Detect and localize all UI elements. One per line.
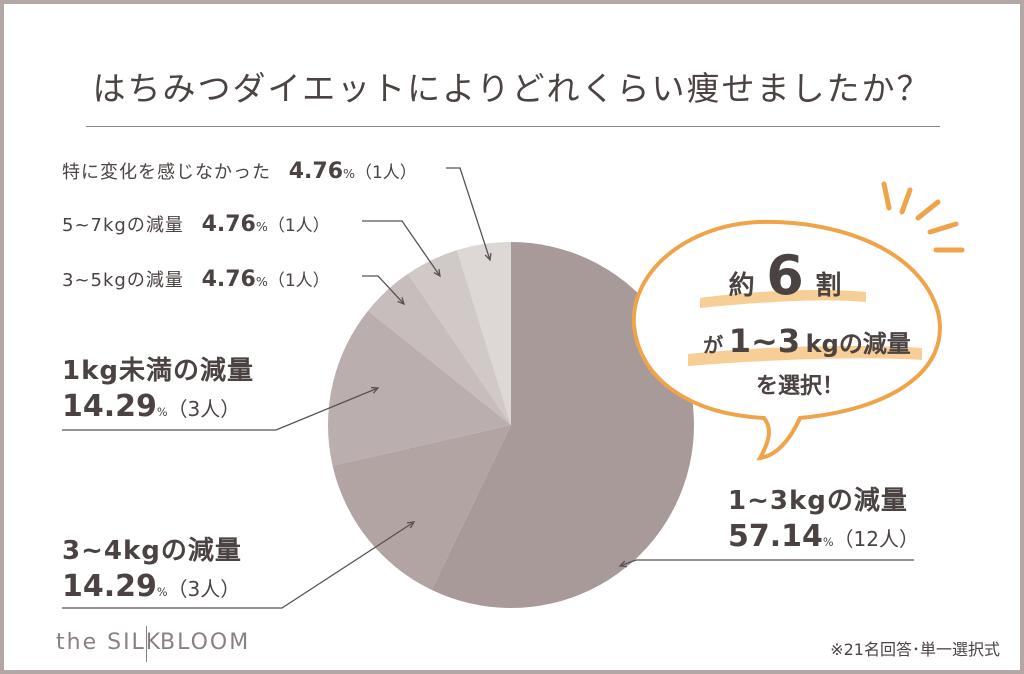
label-percent: 14.29	[62, 389, 157, 424]
label-value: 14.29%（3人）	[62, 389, 254, 424]
callout-line2-prefix: が	[703, 333, 724, 357]
callout-suffix: 割	[815, 271, 842, 301]
leader-line-1-3kg	[619, 559, 914, 567]
leader-line-5-7kg	[362, 220, 441, 277]
label-count: （12人）	[833, 527, 919, 551]
label-category: 5~7kgの減量	[62, 215, 184, 236]
percent-unit: %	[343, 166, 355, 181]
label-under-1kg: 1kg未満の減量 14.29%（3人）	[62, 350, 254, 424]
leader-line-3-5kg-arrowhead	[397, 297, 406, 306]
callout-bubble	[631, 181, 965, 461]
label-value: 14.29%（3人）	[62, 569, 242, 604]
speech-bubble-shape	[631, 219, 942, 461]
label-category: 3~4kgの減量	[62, 536, 242, 566]
leader-line-no-change-arrowhead	[484, 252, 492, 262]
leader-line-under-1kg-arrowhead	[370, 386, 380, 394]
label-percent: 57.14	[728, 519, 823, 554]
leader-line-5-7kg-arrowhead	[433, 268, 441, 278]
label-category: 1~3kgの減量	[728, 486, 908, 516]
percent-unit: %	[255, 274, 268, 289]
pie-slice	[457, 242, 511, 425]
label-percent: 4.76	[288, 159, 344, 184]
percent-unit: %	[822, 536, 834, 549]
pie-slice	[328, 310, 511, 466]
pie-slice	[332, 425, 511, 590]
percent-unit: %	[255, 219, 268, 234]
callout-number: 6	[766, 244, 804, 307]
pie-slices	[328, 242, 694, 608]
footnote: ※21名回答･単一選択式	[830, 640, 1000, 659]
callout-line2-highlight: 1~3	[728, 322, 801, 360]
callout-line2: が 1~3 kgの減量	[676, 322, 938, 360]
brand-logo-left: the SILK	[56, 630, 163, 655]
label-count: （1人）	[267, 271, 330, 291]
callout-line3: を選択！	[755, 374, 844, 399]
label-count: （3人）	[167, 577, 241, 601]
callout-line2-suffix: kgの減量	[805, 330, 911, 358]
label-category: 1kg未満の減量	[62, 356, 254, 386]
label-percent: 4.76	[201, 267, 256, 292]
label-count: （1人）	[267, 216, 330, 236]
leader-line-under-1kg	[62, 387, 379, 431]
brand-logo-right: BLOOM	[160, 630, 251, 655]
leader-line-3-5kg	[362, 275, 405, 305]
label-value: 57.14%（12人）	[728, 519, 919, 554]
callout-prefix: 約	[728, 271, 755, 301]
leader-line-no-change	[446, 167, 491, 261]
percent-unit: %	[156, 406, 168, 419]
leader-line-3-4kg-arrowhead	[406, 521, 416, 529]
label-percent: 14.29	[62, 569, 157, 604]
leader-lines	[62, 167, 914, 609]
label-1-3kg: 1~3kgの減量 57.14%（12人）	[728, 480, 919, 554]
label-category: 3~5kgの減量	[62, 270, 184, 291]
pie-slice	[407, 250, 511, 425]
sparkle-rays	[881, 181, 965, 253]
callout-line1: 約 6 割	[690, 244, 880, 307]
leader-line-1-3kg-arrowhead	[618, 560, 628, 568]
label-3-5kg: 3~5kgの減量 4.76%（1人）	[62, 266, 330, 292]
chart-title: はちみつダイエットによりどれくらい痩せましたか？	[92, 69, 932, 108]
label-5-7kg: 5~7kgの減量 4.76%（1人）	[62, 211, 330, 237]
label-no-change: 特に変化を感じなかった 4.76%（1人）	[62, 158, 417, 184]
label-percent: 4.76	[201, 212, 256, 237]
label-count: （3人）	[167, 397, 241, 421]
label-3-4kg: 3~4kgの減量 14.29%（3人）	[62, 530, 242, 604]
brand-divider	[146, 626, 147, 662]
pie-slice	[367, 273, 511, 425]
title-divider	[86, 126, 940, 127]
label-category: 特に変化を感じなかった	[62, 162, 271, 183]
pie-slice	[431, 242, 694, 608]
label-count: （1人）	[354, 163, 417, 183]
percent-unit: %	[156, 586, 168, 599]
leader-line-3-4kg	[62, 521, 415, 609]
